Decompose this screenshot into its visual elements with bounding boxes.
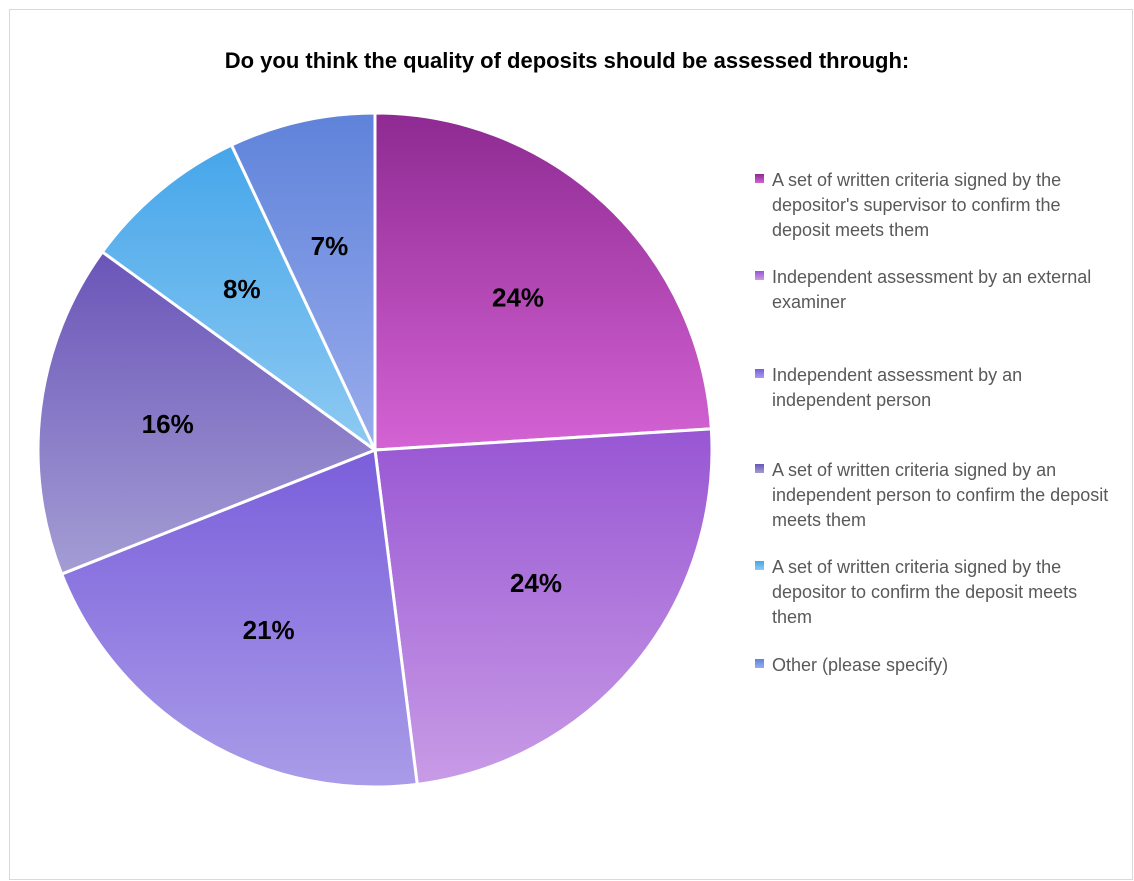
- legend-label: A set of written criteria signed by the …: [772, 170, 1062, 240]
- pie-slice: [373, 111, 713, 452]
- legend-swatch: [755, 271, 764, 280]
- legend-label: Independent assessment by an external ex…: [772, 267, 1092, 312]
- pie-slice: [100, 143, 377, 452]
- legend-swatch: [755, 561, 764, 570]
- slice-data-label: 8%: [223, 274, 261, 304]
- legend-swatch: [755, 464, 764, 473]
- slice-data-label: 16%: [142, 409, 194, 439]
- legend-label: Independent assessment by an independent…: [772, 365, 1023, 410]
- legend-swatch: [755, 659, 764, 668]
- pie-slice: [229, 111, 377, 451]
- legend-label: A set of written criteria signed by an i…: [772, 460, 1109, 530]
- legend-label: A set of written criteria signed by the …: [772, 557, 1078, 627]
- legend-swatch: [755, 369, 764, 378]
- legend-swatch: [755, 174, 764, 183]
- pie-slice: [36, 249, 379, 577]
- legend-label: Other (please specify): [772, 655, 949, 675]
- slice-data-label: 24%: [492, 283, 544, 313]
- chart-title: Do you think the quality of deposits sho…: [224, 48, 910, 73]
- pie-data-labels: 24% 24% 21% 16% 8% 7%: [142, 231, 562, 645]
- pie-slice: [373, 427, 714, 787]
- slice-data-label: 21%: [243, 615, 295, 645]
- pie-slices: [36, 111, 714, 789]
- pie-slice: [59, 447, 419, 789]
- slice-data-label: 24%: [510, 568, 562, 598]
- slice-data-label: 7%: [311, 231, 349, 261]
